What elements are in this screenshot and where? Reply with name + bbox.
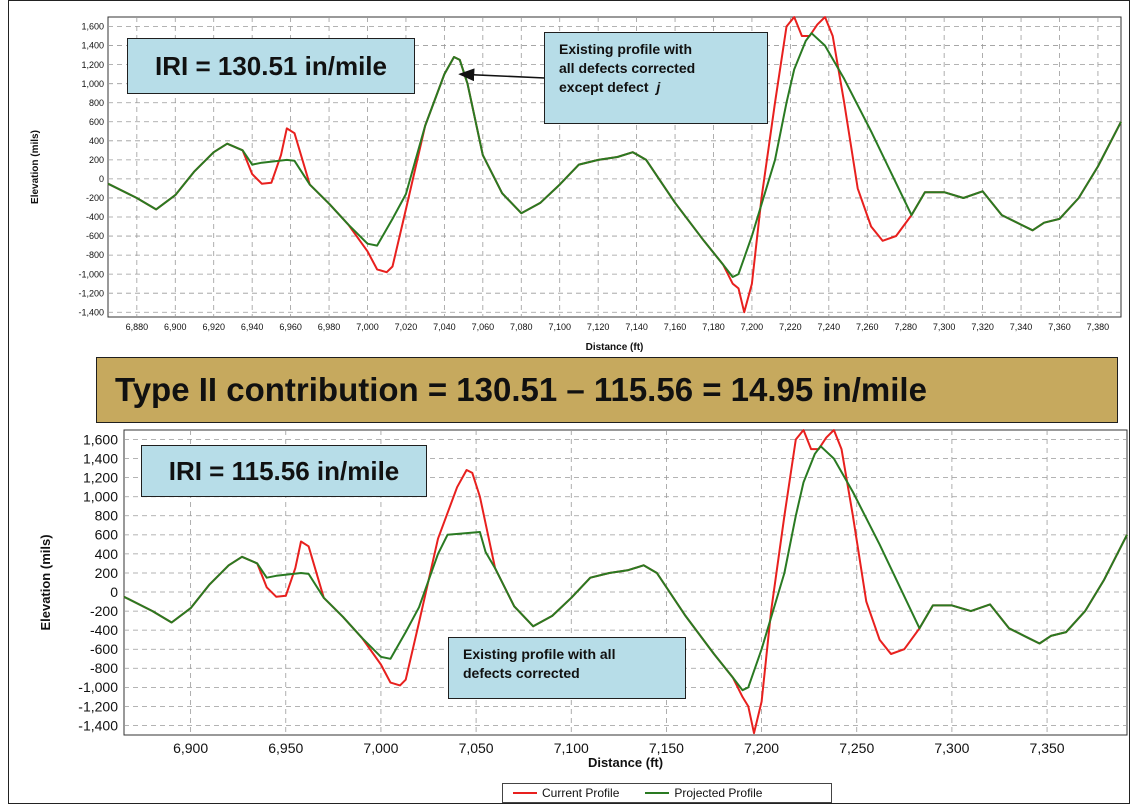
x-tick-label: 7,340 <box>1010 322 1033 332</box>
y-tick-label: 1,600 <box>81 22 104 32</box>
x-tick-label: 6,900 <box>164 322 187 332</box>
iri-callout-top: IRI = 130.51 in/mile <box>127 38 415 94</box>
y-tick-label: -1,200 <box>78 698 118 714</box>
x-tick-label: 6,940 <box>241 322 264 332</box>
y-tick-label: 600 <box>95 527 119 543</box>
x-tick-label: 7,180 <box>702 322 725 332</box>
annotation-line: Existing profile with <box>559 41 693 57</box>
series-projected-profile <box>123 445 1128 692</box>
y-tick-label: 0 <box>99 174 104 184</box>
x-tick-label: 7,040 <box>433 322 456 332</box>
y-tick-label: -600 <box>90 641 118 657</box>
x-tick-label: 6,900 <box>173 740 208 756</box>
x-tick-label: 6,980 <box>318 322 341 332</box>
y-tick-label: -200 <box>90 603 118 619</box>
y-tick-label: 1,000 <box>83 489 118 505</box>
y-tick-label: 1,400 <box>83 450 118 466</box>
x-tick-label: 6,960 <box>279 322 302 332</box>
type-ii-banner: Type II contribution = 130.51 – 115.56 =… <box>96 357 1118 423</box>
x-tick-label: 7,000 <box>363 740 398 756</box>
y-axis-label: Elevation (mils) <box>38 534 53 630</box>
x-tick-label: 7,280 <box>894 322 917 332</box>
x-tick-label: 7,360 <box>1048 322 1071 332</box>
x-tick-label: 7,100 <box>548 322 571 332</box>
annotation-line: except defect j <box>559 78 763 97</box>
annotation-line: Existing profile with all <box>463 646 616 662</box>
y-tick-label: -600 <box>86 231 104 241</box>
x-tick-label: 7,200 <box>741 322 764 332</box>
x-tick-label: 7,320 <box>971 322 994 332</box>
y-tick-label: 400 <box>89 136 104 146</box>
x-tick-label: 7,140 <box>625 322 648 332</box>
legend-swatch-current <box>513 792 537 794</box>
annotation-line: defects corrected <box>463 665 580 681</box>
x-tick-label: 7,220 <box>779 322 802 332</box>
x-tick-label: 7,200 <box>744 740 779 756</box>
y-tick-label: 600 <box>89 117 104 127</box>
y-tick-label: -800 <box>90 660 118 676</box>
y-tick-label: -400 <box>86 212 104 222</box>
x-axis-label: Distance (ft) <box>586 342 644 353</box>
x-tick-label: 6,950 <box>268 740 303 756</box>
x-tick-label: 7,380 <box>1087 322 1110 332</box>
x-tick-label: 7,300 <box>934 740 969 756</box>
annotation-italic-j: j <box>656 79 661 95</box>
y-tick-label: -400 <box>90 622 118 638</box>
y-tick-label: 1,200 <box>81 60 104 70</box>
x-tick-label: 6,880 <box>126 322 149 332</box>
x-tick-label: 7,000 <box>356 322 379 332</box>
x-tick-label: 7,240 <box>818 322 841 332</box>
x-tick-label: 7,080 <box>510 322 533 332</box>
x-tick-label: 7,300 <box>933 322 956 332</box>
x-tick-label: 7,150 <box>649 740 684 756</box>
x-tick-label: 7,100 <box>554 740 589 756</box>
legend-swatch-projected <box>645 792 670 794</box>
x-tick-label: 6,920 <box>202 322 225 332</box>
annotation-line: all defects corrected <box>559 60 696 76</box>
y-tick-label: 0 <box>110 584 118 600</box>
annotation-all-corrected: Existing profile with all defects correc… <box>448 637 686 699</box>
y-tick-label: 1,600 <box>83 431 118 447</box>
y-tick-label: 200 <box>95 565 119 581</box>
y-tick-label: 200 <box>89 155 104 165</box>
y-tick-label: 400 <box>95 546 119 562</box>
y-tick-label: -1,400 <box>78 307 104 317</box>
x-tick-label: 7,260 <box>856 322 879 332</box>
y-tick-label: -1,200 <box>78 288 104 298</box>
y-tick-label: -1,400 <box>78 717 118 733</box>
y-tick-label: 1,000 <box>81 79 104 89</box>
annotation-text: except defect j <box>559 79 661 95</box>
figure-frame <box>8 0 1130 804</box>
y-tick-label: -800 <box>86 250 104 260</box>
annotation-defect-j: Existing profile with all defects correc… <box>544 32 768 124</box>
y-tick-label: 1,200 <box>83 470 118 486</box>
y-tick-label: 800 <box>95 508 119 524</box>
y-tick-label: -200 <box>86 193 104 203</box>
x-tick-label: 7,060 <box>472 322 495 332</box>
x-tick-label: 7,120 <box>587 322 610 332</box>
legend-label-projected: Projected Profile <box>674 786 763 800</box>
y-tick-label: 800 <box>89 98 104 108</box>
iri-callout-bottom: IRI = 115.56 in/mile <box>141 445 427 497</box>
y-tick-label: -1,000 <box>78 269 104 279</box>
x-tick-label: 7,160 <box>664 322 687 332</box>
legend-label-current: Current Profile <box>542 786 620 800</box>
y-axis-label: Elevation (mils) <box>30 130 41 204</box>
x-tick-label: 7,050 <box>459 740 494 756</box>
series-projected-profile <box>107 32 1122 278</box>
chart-legend: Current Profile Projected Profile <box>502 783 832 803</box>
x-tick-label: 7,250 <box>839 740 874 756</box>
y-tick-label: 1,400 <box>81 41 104 51</box>
x-tick-label: 7,020 <box>395 322 418 332</box>
x-axis-label: Distance (ft) <box>588 755 663 770</box>
annotation-arrow <box>458 68 546 82</box>
x-tick-label: 7,350 <box>1030 740 1065 756</box>
y-tick-label: -1,000 <box>78 679 118 695</box>
